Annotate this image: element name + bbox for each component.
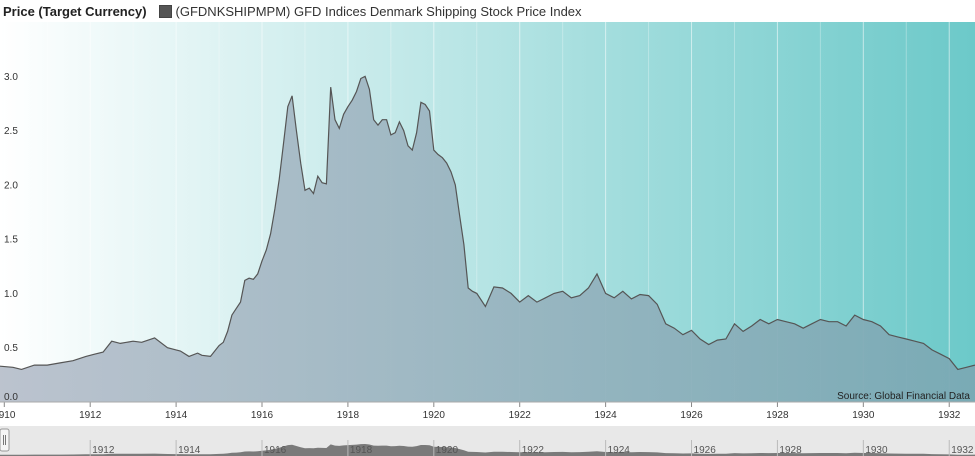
navigator-label: 1916 bbox=[264, 445, 287, 456]
x-tick-label: 1922 bbox=[509, 410, 532, 421]
x-tick-label: 1918 bbox=[337, 410, 360, 421]
x-tick-label: 1920 bbox=[423, 410, 446, 421]
y-tick-label: 2.5 bbox=[4, 126, 18, 137]
navigator-label: 1926 bbox=[694, 445, 717, 456]
x-tick-label: 1932 bbox=[938, 410, 961, 421]
x-tick-label: 1910 bbox=[0, 410, 16, 421]
main-chart: 0.00.51.01.52.02.53.0 191019121914191619… bbox=[0, 22, 975, 421]
x-tick-label: 1926 bbox=[680, 410, 703, 421]
x-tick-label: 1912 bbox=[79, 410, 102, 421]
navigator-left-handle[interactable] bbox=[0, 428, 10, 452]
y-tick-label: 1.5 bbox=[4, 235, 18, 246]
navigator-label: 1920 bbox=[436, 445, 459, 456]
navigator-label: 1932 bbox=[951, 445, 974, 456]
x-tick-label: 1914 bbox=[165, 410, 188, 421]
navigator-label: 1928 bbox=[779, 445, 802, 456]
y-axis: 0.0 0.5 1.0 1.5 2.0 2.5 3.0 bbox=[4, 72, 18, 403]
y-tick-label: 3.0 bbox=[4, 72, 18, 83]
y-tick-label: 2.0 bbox=[4, 180, 18, 191]
navigator-area bbox=[0, 444, 975, 456]
series-area bbox=[0, 76, 975, 403]
navigator[interactable]: 1912 1914 1916 1918 1920 1922 1924 1926 1928 1930… bbox=[0, 426, 975, 456]
navigator-background bbox=[0, 426, 975, 456]
navigator-label: 1918 bbox=[350, 445, 373, 456]
x-tick-label: 1930 bbox=[852, 410, 875, 421]
navigator-label: 1912 bbox=[92, 445, 115, 456]
navigator-label: 1924 bbox=[608, 445, 631, 456]
chart-title: Price (Target Currency) bbox=[3, 3, 147, 19]
x-tick-label: 1924 bbox=[594, 410, 617, 421]
navigator-labels: 1912 1914 1916 1918 1920 1922 1924 1926 1928 1930… bbox=[89, 440, 974, 456]
navigator-label: 1922 bbox=[522, 445, 545, 456]
y-tick-label: 1.0 bbox=[4, 289, 18, 300]
series-line[interactable] bbox=[0, 75, 975, 371]
navigator-label: 1914 bbox=[178, 445, 201, 456]
source-label: Source: Global Financial Data bbox=[837, 391, 970, 402]
legend-swatch bbox=[158, 4, 172, 18]
x-tick-label: 1916 bbox=[251, 410, 274, 421]
x-axis: 1910 1912 1914 1916 1918 1920 1922 1924 1926 1928… bbox=[0, 401, 975, 421]
legend-series-label[interactable]: (GFDNKSHIPMPM) GFD Indices Denmark Shipp… bbox=[175, 3, 582, 19]
y-tick-label: 0.5 bbox=[4, 343, 18, 354]
navigator-label: 1930 bbox=[865, 445, 888, 456]
x-tick-label: 1928 bbox=[766, 410, 789, 421]
y-tick-label: 0.0 bbox=[4, 392, 18, 403]
chart-legend: Price (Target Currency) (GFDNKSHIPMPM) G… bbox=[0, 0, 975, 22]
